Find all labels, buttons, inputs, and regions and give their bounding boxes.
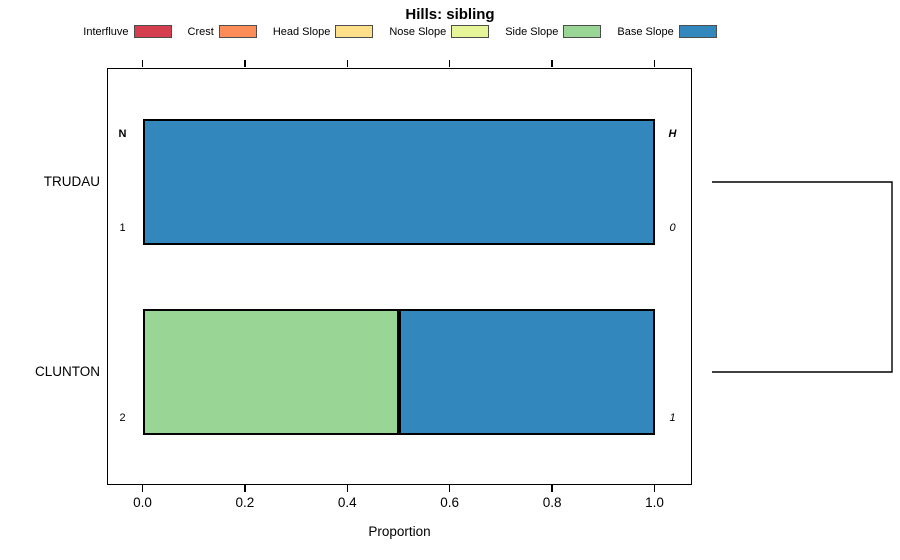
- category-label: CLUNTON: [34, 364, 100, 379]
- legend-item: Interfluve: [83, 25, 172, 38]
- x-tick-top: [346, 60, 349, 67]
- legend-item: Base Slope: [617, 25, 717, 38]
- x-tick-bottom: [653, 484, 656, 492]
- legend-label: Side Slope: [505, 25, 559, 38]
- annotation-h-value: 0: [669, 222, 676, 234]
- chart-title: Hills: sibling: [405, 6, 495, 23]
- legend: Interfluve Crest Head Slope Nose Slope Side …: [0, 25, 800, 38]
- x-tick-top: [244, 60, 246, 67]
- x-tick-label: 0.4: [337, 495, 357, 510]
- legend-swatch: [335, 25, 374, 38]
- x-tick-top: [141, 60, 144, 67]
- legend-swatch: [218, 25, 257, 38]
- legend-item: Nose Slope: [389, 25, 490, 38]
- legend-item: Head Slope: [273, 25, 374, 38]
- bar-segment: [142, 119, 655, 245]
- x-tick-bottom: [141, 484, 144, 492]
- annotation-header-n: N: [118, 128, 127, 140]
- legend-swatch: [133, 25, 172, 38]
- bar-segment: [142, 309, 399, 435]
- legend-swatch: [451, 25, 490, 38]
- x-tick-bottom: [448, 484, 451, 492]
- legend-item: Crest: [188, 25, 257, 38]
- x-tick-label: 1.0: [645, 495, 664, 510]
- dendrogram-line: [712, 181, 893, 373]
- legend-label: Head Slope: [272, 25, 331, 38]
- x-tick-top: [653, 60, 656, 67]
- bar-segment: [398, 309, 655, 435]
- legend-swatch: [678, 25, 717, 38]
- annotation-h-value: 1: [669, 412, 676, 424]
- annotation-header-h: H: [668, 128, 677, 140]
- x-axis-label: Proportion: [368, 524, 431, 539]
- x-tick-bottom: [551, 484, 553, 492]
- x-tick-label: 0.8: [542, 495, 562, 510]
- category-label: TRUDAU: [43, 174, 100, 189]
- legend-label: Crest: [187, 25, 214, 38]
- legend-label: Base Slope: [617, 25, 674, 38]
- x-tick-top: [551, 60, 553, 67]
- dendrogram-bracket: [712, 181, 893, 373]
- x-tick-bottom: [346, 484, 349, 492]
- legend-label: Interfluve: [83, 25, 129, 38]
- x-tick-label: 0.0: [133, 495, 152, 510]
- plot-area: 0.0 0.2 0.4 0.6 0.8 1.0 N H 1 0 2 1: [107, 60, 692, 510]
- legend-label: Nose Slope: [389, 25, 447, 38]
- x-tick-bottom: [244, 484, 246, 492]
- annotation-n-value: 2: [119, 412, 126, 424]
- x-tick-label: 0.2: [235, 495, 255, 510]
- x-tick-top: [448, 60, 451, 67]
- annotation-n-value: 1: [119, 222, 126, 234]
- x-tick-label: 0.6: [440, 495, 460, 510]
- legend-swatch: [563, 25, 602, 38]
- legend-item: Side Slope: [505, 25, 602, 38]
